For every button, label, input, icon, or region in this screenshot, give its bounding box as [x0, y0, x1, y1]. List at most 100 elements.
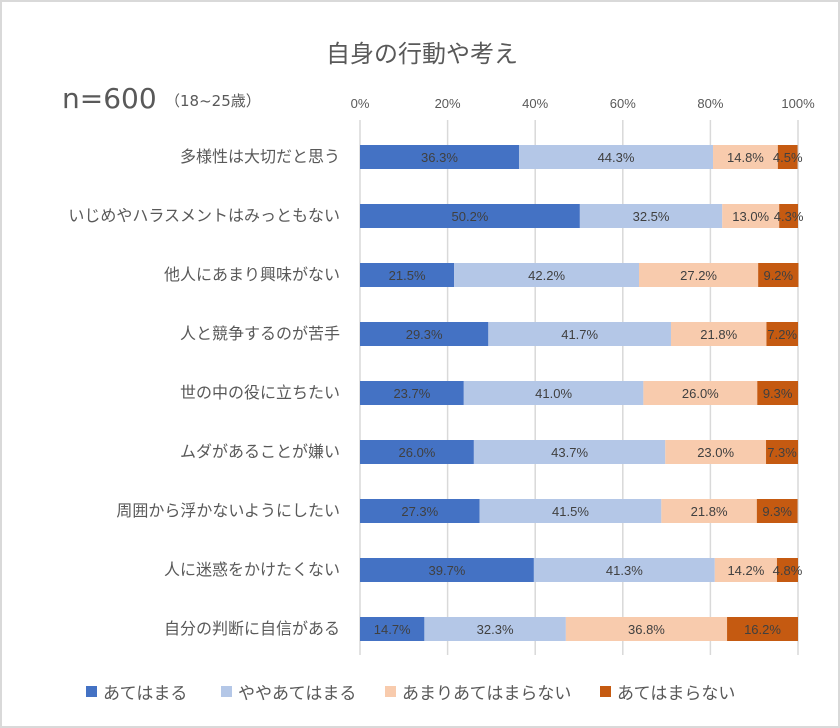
bar-segment: [779, 204, 798, 228]
data-label: 16.2%: [744, 622, 781, 637]
bar-segment: [579, 204, 723, 228]
data-label: 23.7%: [393, 386, 430, 401]
x-tick-label: 80%: [697, 96, 723, 111]
data-label: 9.3%: [763, 386, 793, 401]
x-tick-label: 100%: [781, 96, 815, 111]
bar-segment: [776, 558, 798, 582]
sample-age-label: （18~25歳）: [165, 92, 261, 110]
data-label: 21.8%: [691, 504, 728, 519]
bar-segment: [643, 381, 758, 405]
bar-segment: [454, 263, 640, 287]
category-label: 世の中の役に立ちたい: [180, 383, 340, 402]
x-tick-label: 0%: [351, 96, 370, 111]
bar-segment: [360, 499, 480, 523]
bar-segment: [360, 204, 580, 228]
x-tick-label: 20%: [435, 96, 461, 111]
data-label: 44.3%: [598, 150, 635, 165]
data-label: 42.2%: [528, 268, 565, 283]
data-label: 7.3%: [767, 445, 797, 460]
data-label: 23.0%: [697, 445, 734, 460]
bar-segment: [424, 617, 566, 641]
data-label: 14.8%: [727, 150, 764, 165]
data-label: 13.0%: [732, 209, 769, 224]
category-label: 人に迷惑をかけたくない: [164, 560, 340, 579]
x-tick-label: 40%: [522, 96, 548, 111]
bar-segment: [360, 617, 425, 641]
bar-segment: [360, 145, 519, 169]
data-label: 41.7%: [561, 327, 598, 342]
data-label: 14.7%: [374, 622, 411, 637]
data-label: 36.3%: [421, 150, 458, 165]
bar-segment: [533, 558, 715, 582]
data-label: 32.3%: [477, 622, 514, 637]
data-label: 36.8%: [628, 622, 665, 637]
bar-segment: [463, 381, 644, 405]
data-label: 21.8%: [700, 327, 737, 342]
data-label: 21.5%: [389, 268, 426, 283]
data-label: 41.0%: [535, 386, 572, 401]
bar-segment: [360, 440, 474, 464]
bar-segment: [488, 322, 671, 346]
data-label: 27.3%: [401, 504, 438, 519]
legend-swatch: [86, 686, 97, 697]
data-label: 27.2%: [680, 268, 717, 283]
category-label: ムダがあることが嫌い: [180, 442, 340, 461]
bar-segment: [565, 617, 728, 641]
bar-segment: [777, 145, 798, 169]
bars: [360, 145, 799, 641]
x-axis-ticks: 0% 20% 40% 60% 80% 100%: [351, 96, 815, 111]
bar-segment: [756, 499, 798, 523]
bar-segment: [518, 145, 714, 169]
bar-segment: [360, 263, 455, 287]
data-label: 9.2%: [763, 268, 793, 283]
bar-segment: [757, 381, 798, 405]
bar-segment: [479, 499, 662, 523]
bar-segment: [722, 204, 780, 228]
data-label: 9.3%: [762, 504, 792, 519]
bar-segment: [639, 263, 759, 287]
bar-segment: [360, 322, 489, 346]
bar-segment: [766, 440, 798, 464]
category-label: 人と競争するのが苦手: [180, 324, 340, 343]
bar-segment: [473, 440, 666, 464]
category-label: 周囲から浮かないようにしたい: [116, 501, 340, 520]
legend-swatch: [600, 686, 611, 697]
data-label: 32.5%: [633, 209, 670, 224]
data-label: 39.7%: [429, 563, 466, 578]
category-label: 自分の判断に自信がある: [164, 619, 340, 638]
legend-swatch: [385, 686, 396, 697]
x-tick-label: 60%: [610, 96, 636, 111]
bar-segment: [360, 381, 464, 405]
legend-label: ややあてはまる: [238, 684, 356, 704]
category-label: 多様性は大切だと思う: [180, 147, 340, 166]
data-label: 4.3%: [774, 209, 804, 224]
bar-segment: [661, 499, 757, 523]
data-labels: 36.3% 44.3% 14.8% 4.5% 50.2% 32.5% 13.0% 4.3% 21…: [374, 150, 804, 637]
data-label: 4.5%: [773, 150, 803, 165]
data-label: 26.0%: [399, 445, 436, 460]
legend-label: あてはまる: [103, 684, 187, 704]
sample-size-label: n=600: [62, 82, 157, 115]
data-label: 26.0%: [682, 386, 719, 401]
legend-label: あてはまらない: [617, 684, 735, 704]
data-label: 29.3%: [406, 327, 443, 342]
data-label: 14.2%: [727, 563, 764, 578]
legend-label: あまりあてはまらない: [402, 684, 571, 704]
bar-segment: [713, 145, 778, 169]
category-label: いじめやハラスメントはみっともない: [68, 206, 340, 225]
bar-segment: [665, 440, 767, 464]
bar-segment: [758, 263, 799, 287]
bar-segment: [360, 558, 534, 582]
legend-swatch: [221, 686, 232, 697]
data-label: 4.8%: [773, 563, 803, 578]
category-label: 他人にあまり興味がない: [164, 265, 340, 284]
data-label: 7.2%: [767, 327, 797, 342]
bar-segment: [714, 558, 777, 582]
category-labels: 多様性は大切だと思ういじめやハラスメントはみっともない他人にあまり興味がない人と…: [68, 147, 340, 638]
data-label: 41.3%: [606, 563, 643, 578]
bar-segment: [766, 322, 798, 346]
data-label: 41.5%: [552, 504, 589, 519]
data-label: 50.2%: [452, 209, 489, 224]
